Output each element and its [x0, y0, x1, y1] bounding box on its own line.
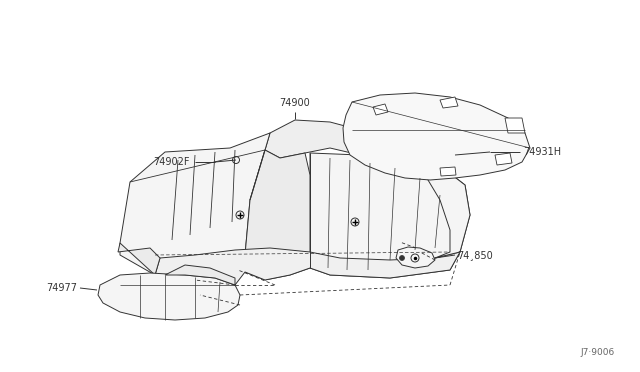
Circle shape [399, 256, 404, 260]
Polygon shape [373, 104, 388, 115]
Polygon shape [440, 167, 456, 176]
Polygon shape [98, 273, 240, 320]
Polygon shape [118, 243, 160, 275]
Polygon shape [396, 247, 435, 268]
Polygon shape [495, 153, 512, 165]
Text: 74¸850: 74¸850 [457, 250, 493, 260]
Polygon shape [265, 120, 380, 158]
Polygon shape [120, 133, 270, 295]
Polygon shape [165, 265, 235, 285]
Text: 74902F: 74902F [154, 157, 190, 167]
Polygon shape [425, 158, 470, 258]
Text: 74977: 74977 [46, 283, 77, 293]
Polygon shape [505, 118, 525, 133]
Polygon shape [245, 150, 310, 280]
Polygon shape [300, 148, 470, 278]
Polygon shape [440, 97, 458, 108]
Polygon shape [155, 248, 460, 295]
Text: J7·9006: J7·9006 [580, 348, 615, 357]
Text: 74931H: 74931H [523, 147, 561, 157]
Polygon shape [343, 93, 530, 180]
Text: 74900: 74900 [280, 98, 310, 108]
